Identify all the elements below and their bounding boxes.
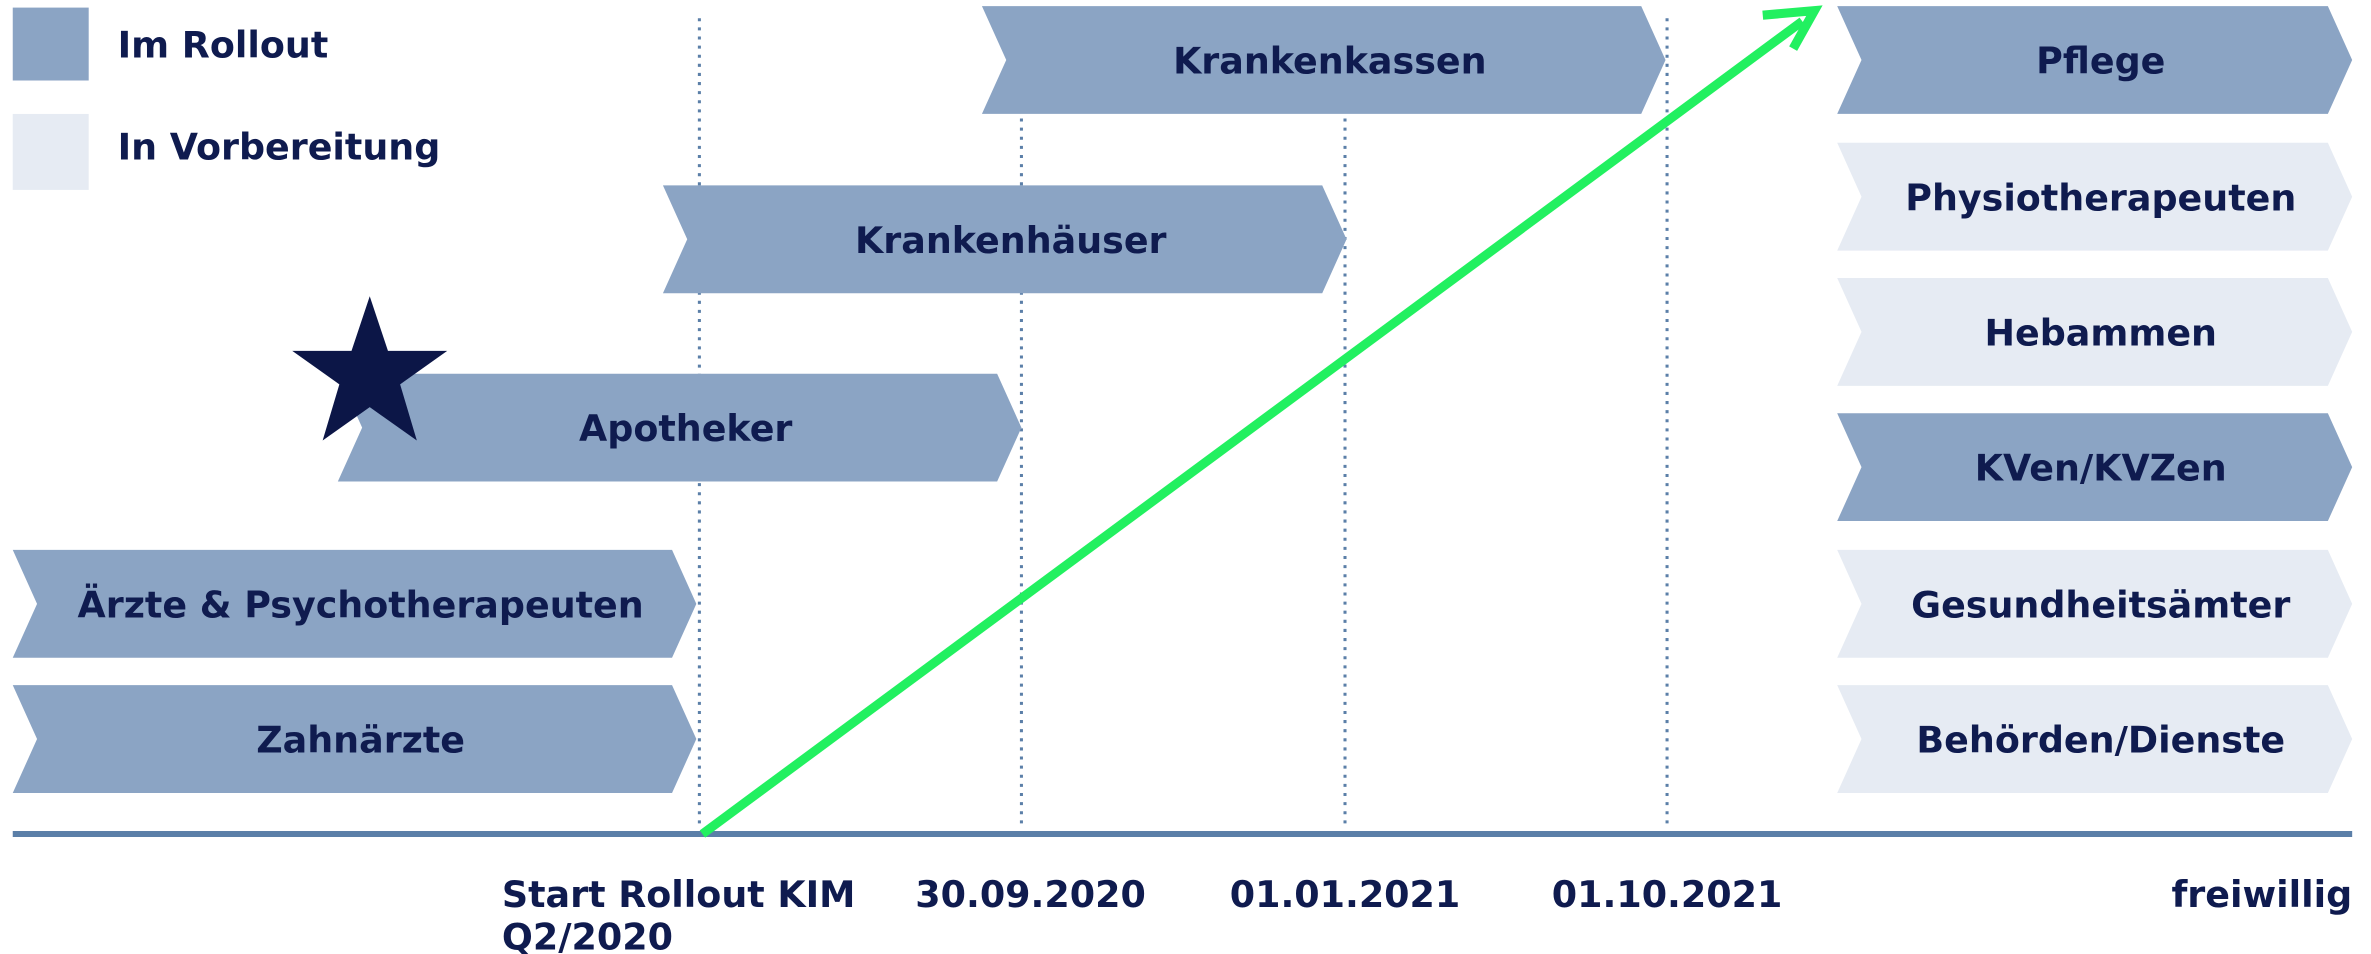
chevron-label: Apotheker (579, 407, 792, 450)
chevron-label: Physiotherapeuten (1905, 176, 2296, 219)
axis-label: Start Rollout KIM (502, 873, 856, 916)
legend-swatch (12, 113, 89, 190)
chevron-label: Hebammen (1985, 311, 2217, 354)
chevrons: Krankenkassen Krankenhäuser Apotheker Ärzte… (12, 6, 2353, 793)
axis-label: 01.01.2021 (1230, 873, 1461, 916)
chevron-label: Gesundheitsämter (1911, 583, 2290, 626)
progress-arrow (699, 17, 1805, 838)
chevron (1837, 549, 2353, 658)
chevron-label: Pflege (2036, 40, 2165, 83)
chevron-label: Krankenkassen (1173, 40, 1487, 83)
axis-label: freiwillig (2171, 873, 2352, 916)
chevron (1837, 142, 2353, 251)
chevron-label: Krankenhäuser (855, 219, 1167, 262)
axis-label: 30.09.2020 (915, 873, 1146, 916)
guides (697, 18, 1669, 830)
chevron (981, 6, 1666, 114)
chevron-label: Ärzte & Psychotherapeuten (78, 582, 644, 626)
chevron (337, 373, 1022, 482)
chevron-label: Zahnärzte (256, 719, 465, 762)
chevron-label: KVen/KVZen (1975, 447, 2227, 490)
arrow-head (1762, 5, 1823, 51)
chevron (1837, 413, 2353, 522)
legend-label: In Vorbereitung (118, 125, 441, 168)
chevron (1837, 277, 2353, 386)
chevron (12, 549, 697, 658)
legend-label: Im Rollout (118, 24, 329, 67)
chevron (662, 185, 1347, 294)
chevron (1837, 6, 2353, 114)
legend-swatch (12, 7, 89, 81)
chevron (1837, 685, 2353, 793)
chevron (12, 685, 697, 793)
star (292, 296, 448, 441)
axis-label: Q2/2020 (502, 915, 673, 954)
axis-label: 01.10.2021 (1552, 873, 1783, 916)
chevron-label: Behörden/Dienste (1916, 719, 2285, 762)
